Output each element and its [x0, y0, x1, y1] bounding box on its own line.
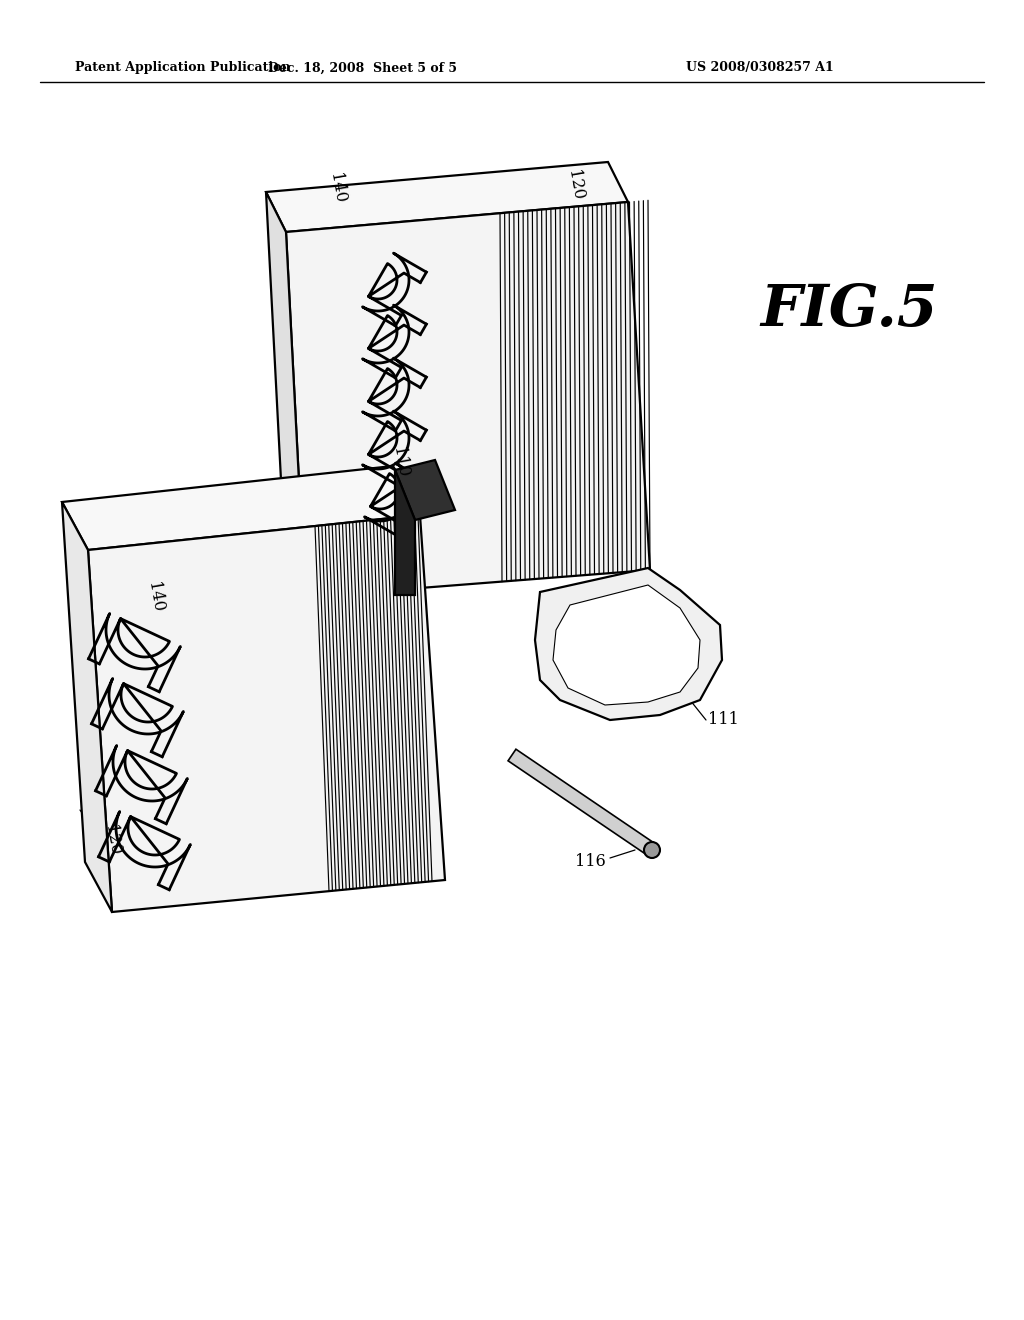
Polygon shape	[88, 515, 445, 912]
Text: US 2008/0308257 A1: US 2008/0308257 A1	[686, 62, 834, 74]
Polygon shape	[62, 466, 420, 550]
Text: 140: 140	[144, 581, 166, 614]
Text: 111: 111	[708, 711, 738, 729]
Polygon shape	[508, 750, 656, 855]
Text: Patent Application Publication: Patent Application Publication	[75, 62, 291, 74]
Polygon shape	[286, 202, 650, 597]
Text: 110: 110	[389, 445, 411, 479]
Polygon shape	[553, 585, 700, 705]
Text: 116: 116	[574, 854, 605, 870]
Polygon shape	[266, 191, 305, 597]
Text: 120: 120	[564, 169, 586, 202]
Text: FIG.5: FIG.5	[760, 281, 938, 338]
Polygon shape	[535, 568, 722, 719]
Polygon shape	[266, 162, 628, 232]
Polygon shape	[62, 502, 112, 912]
Polygon shape	[395, 459, 455, 520]
Text: Dec. 18, 2008  Sheet 5 of 5: Dec. 18, 2008 Sheet 5 of 5	[267, 62, 457, 74]
Text: 120: 120	[101, 824, 123, 857]
Circle shape	[644, 842, 660, 858]
Text: 140: 140	[326, 172, 348, 205]
Polygon shape	[395, 470, 415, 595]
